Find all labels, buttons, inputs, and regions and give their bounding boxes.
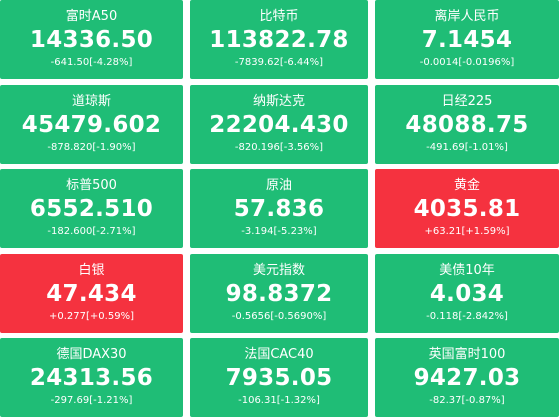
quote-name: 原油	[265, 178, 292, 193]
quote-name: 道琼斯	[71, 93, 111, 109]
quote-change: +63.21[+1.59%]	[424, 226, 510, 237]
quote-tile[interactable]: 法国CAC40 7935.05 -106.31[-1.32%]	[190, 338, 368, 417]
quote-name: 纳斯达克	[252, 93, 305, 109]
quote-name: 美元指数	[252, 262, 305, 278]
quote-price: 7935.05	[225, 365, 333, 391]
quote-change: -82.37[-0.87%]	[429, 395, 505, 406]
quote-change: -820.196[-3.56%]	[234, 141, 324, 153]
quote-price: 57.836	[233, 196, 325, 222]
quote-price: 24313.56	[29, 365, 154, 391]
quote-price: 113822.78	[209, 27, 349, 53]
quote-tile[interactable]: 美元指数 98.8372 -0.5656[-0.5690%]	[190, 253, 368, 333]
quote-name: 黄金	[453, 178, 480, 193]
quote-tile[interactable]: 美债10年 4.034 -0.118[-2.842%]	[375, 253, 559, 333]
quote-change: -3.194[-5.23%]	[241, 226, 317, 237]
quote-price: 4.034	[429, 280, 505, 307]
quote-price: 47.434	[46, 280, 137, 307]
quote-tile[interactable]: 标普500 6552.510 -182.600[-2.71%]	[0, 169, 183, 248]
quote-name: 法国CAC40	[244, 347, 314, 362]
quote-name: 日经225	[441, 93, 493, 109]
quote-tile[interactable]: 黄金 4035.81 +63.21[+1.59%]	[375, 169, 559, 248]
quote-price: 7.1454	[421, 27, 513, 53]
quote-change: -0.5656[-0.5690%]	[231, 310, 327, 322]
quote-price: 14336.50	[29, 27, 154, 53]
quote-change: -878.820[-1.90%]	[47, 141, 136, 153]
quote-tile[interactable]: 原油 57.836 -3.194[-5.23%]	[190, 169, 368, 248]
quote-change: -182.600[-2.71%]	[47, 226, 136, 237]
quote-name: 比特币	[259, 9, 299, 24]
quote-price: 6552.510	[29, 196, 154, 222]
quote-change: -0.0014[-0.0196%]	[419, 57, 515, 68]
quote-tile[interactable]: 纳斯达克 22204.430 -820.196[-3.56%]	[190, 84, 368, 164]
quote-tile[interactable]: 比特币 113822.78 -7839.62[-6.44%]	[190, 0, 368, 79]
quote-name: 离岸人民币	[434, 9, 500, 24]
quote-price: 4035.81	[413, 196, 521, 222]
quote-tile[interactable]: 离岸人民币 7.1454 -0.0014[-0.0196%]	[375, 0, 559, 79]
quote-change: -491.69[-1.01%]	[426, 141, 508, 153]
quote-change: -297.69[-1.21%]	[50, 395, 133, 406]
quote-tile[interactable]: 白银 47.434 +0.277[+0.59%]	[0, 253, 183, 333]
quote-price: 48088.75	[405, 111, 529, 138]
quote-change: -0.118[-2.842%]	[426, 310, 508, 322]
quote-change: +0.277[+0.59%]	[49, 310, 134, 322]
quote-tile[interactable]: 富时A50 14336.50 -641.50[-4.28%]	[0, 0, 183, 79]
quote-name: 标普500	[66, 178, 117, 193]
quote-price: 22204.430	[209, 111, 349, 138]
quote-name: 美债10年	[439, 262, 495, 278]
quote-tile[interactable]: 英国富时100 9427.03 -82.37[-0.87%]	[375, 338, 559, 417]
quote-change: -7839.62[-6.44%]	[234, 57, 324, 68]
quote-tile[interactable]: 德国DAX30 24313.56 -297.69[-1.21%]	[0, 338, 183, 417]
quote-change: -106.31[-1.32%]	[238, 395, 320, 406]
quote-name: 富时A50	[65, 9, 118, 24]
quote-price: 45479.602	[21, 111, 162, 138]
quote-price: 9427.03	[413, 365, 521, 391]
quote-tile[interactable]: 日经225 48088.75 -491.69[-1.01%]	[375, 84, 559, 164]
quote-tile[interactable]: 道琼斯 45479.602 -878.820[-1.90%]	[0, 84, 183, 164]
quote-name: 英国富时100	[428, 347, 506, 362]
quote-name: 白银	[78, 262, 105, 278]
quote-change: -641.50[-4.28%]	[50, 57, 133, 68]
quote-name: 德国DAX30	[56, 347, 127, 362]
quote-price: 98.8372	[225, 280, 333, 307]
